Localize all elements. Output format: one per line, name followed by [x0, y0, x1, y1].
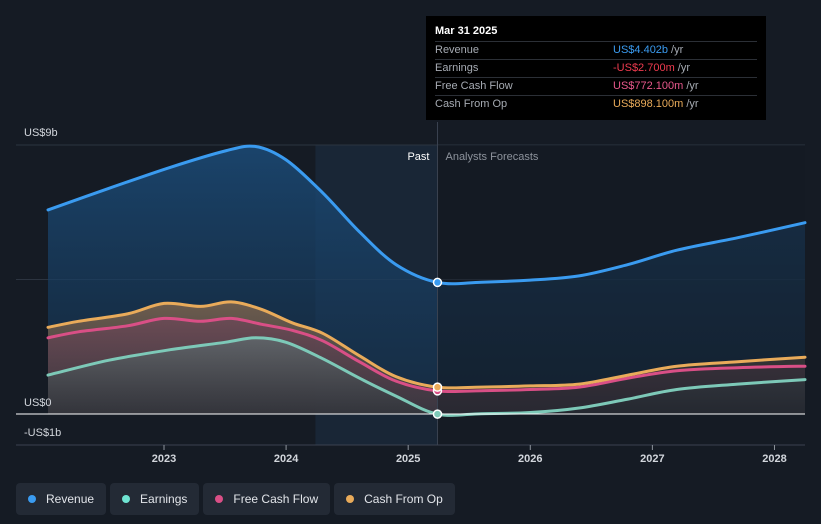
- x-tick-label: 2026: [518, 453, 542, 465]
- area-earnings: [48, 337, 805, 416]
- hover-markers: [432, 277, 443, 419]
- x-tick-label: 2024: [274, 453, 299, 465]
- earnings-dot-icon: [122, 495, 131, 503]
- legend-item-free-cash-flow[interactable]: Free Cash Flow: [203, 483, 331, 515]
- marker-earnings: [432, 409, 443, 419]
- x-tick-label: 2028: [762, 453, 786, 465]
- legend-label: Free Cash Flow: [233, 492, 319, 506]
- analysts-forecasts-label: Analysts Forecasts: [445, 151, 538, 163]
- tooltip-unit: /yr: [671, 44, 684, 56]
- legend-item-revenue[interactable]: Revenue: [16, 483, 107, 515]
- cash-from-op-dot-icon: [346, 495, 355, 503]
- line-earnings: [46, 336, 807, 417]
- line-free-cash-flow: [46, 316, 807, 394]
- y-label-bottom: -US$1b: [24, 427, 61, 439]
- tooltip-value: US$898.100m: [613, 98, 684, 110]
- tooltip-unit: /yr: [686, 98, 699, 110]
- y-label-zero: US$0: [24, 397, 52, 409]
- marker-revenue: [432, 277, 443, 288]
- series-lines: [46, 144, 807, 417]
- tooltip-unit: /yr: [686, 80, 699, 92]
- tooltip-date: Mar 31 2025: [435, 25, 498, 37]
- legend-label: Cash From Op: [364, 492, 443, 506]
- free-cash-flow-dot-icon: [215, 495, 224, 503]
- tooltip-unit: /yr: [677, 62, 690, 74]
- revenue-dot-icon: [28, 495, 36, 503]
- tooltip-value: US$4.402b: [613, 44, 669, 56]
- tooltip-label: Earnings: [435, 62, 479, 74]
- legend-label: Revenue: [46, 492, 95, 506]
- tooltip-label: Cash From Op: [435, 98, 508, 110]
- x-tick-label: 2027: [640, 453, 664, 465]
- tooltip-value: US$772.100m: [613, 80, 684, 92]
- legend-item-cash-from-op[interactable]: Cash From Op: [334, 483, 455, 515]
- x-tick-label: 2023: [152, 453, 176, 465]
- forecast-shade: [437, 145, 805, 414]
- legend-item-earnings[interactable]: Earnings: [110, 483, 200, 515]
- tooltip-value: -US$2.700m: [613, 62, 675, 74]
- tooltip-panel: Mar 31 2025 Revenue US$4.402b /yr Earnin…: [426, 16, 766, 120]
- tooltip-row-free-cash-flow: Free Cash Flow US$772.100m /yr: [435, 77, 757, 95]
- tooltip-row-earnings: Earnings -US$2.700m /yr: [435, 59, 757, 77]
- line-revenue: [46, 144, 807, 286]
- marker-cash-from-op: [432, 382, 443, 392]
- tooltip-label: Revenue: [435, 44, 480, 56]
- past-label: Past: [407, 151, 429, 163]
- legend-label: Earnings: [140, 492, 188, 506]
- line-cash-from-op: [46, 300, 807, 390]
- x-axis-ticks: 2023 2024 2025 2026 2027 2028: [152, 445, 787, 465]
- tooltip-label: Free Cash Flow: [435, 80, 513, 92]
- tooltip-row-cash-from-op: Cash From Op US$898.100m /yr: [435, 95, 757, 113]
- y-label-top: US$9b: [24, 127, 58, 139]
- legend: Revenue Earnings Free Cash Flow Cash Fro…: [16, 483, 455, 515]
- tooltip-row-revenue: Revenue US$4.402b /yr: [435, 41, 757, 59]
- x-tick-label: 2025: [396, 453, 420, 465]
